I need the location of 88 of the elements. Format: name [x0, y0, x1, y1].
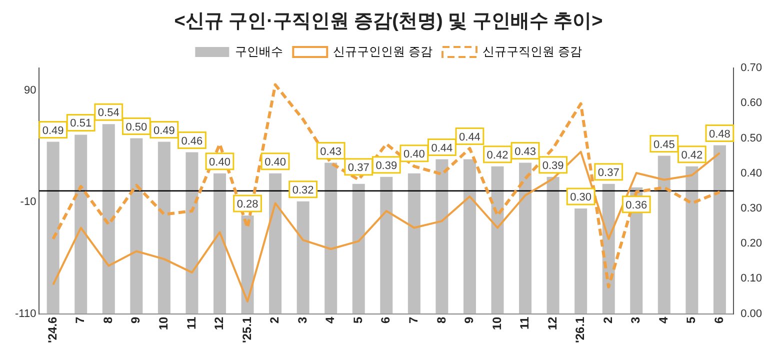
bar: [574, 208, 588, 314]
y2-tick-label: 0.50: [740, 132, 762, 144]
data-label: 0.51: [70, 118, 92, 130]
data-label: 0.42: [486, 149, 508, 162]
x-tick-label: 3: [628, 316, 643, 324]
x-tick-label: 12: [545, 316, 560, 330]
x-tick-label: 4: [656, 316, 670, 324]
x-tick-label: 10: [490, 316, 504, 330]
bar: [269, 173, 282, 314]
data-label: 0.39: [542, 160, 564, 172]
data-label: 0.48: [708, 128, 730, 140]
bar: [686, 166, 698, 314]
bar: [713, 145, 726, 314]
x-tick-label: 9: [128, 316, 143, 324]
x-tick-label: 4: [323, 316, 338, 324]
y-tick-label: -10: [20, 196, 36, 208]
data-label: 0.32: [292, 184, 314, 196]
bar: [352, 184, 365, 314]
bar: [408, 173, 420, 314]
x-tick-label: 7: [73, 316, 88, 324]
bar: [213, 173, 226, 314]
data-label: 0.28: [236, 198, 258, 211]
x-tick-label: '24.6: [45, 316, 60, 344]
y-tick-label: -110: [14, 308, 36, 320]
bar: [380, 176, 393, 314]
y-tick-label: 90: [24, 84, 36, 96]
y2-tick-label: 0.10: [740, 272, 762, 285]
x-tick-label: 8: [434, 316, 448, 324]
data-label: 0.49: [42, 124, 64, 137]
data-label: 0.44: [431, 142, 453, 154]
x-tick-label: 12: [212, 316, 226, 330]
y2-tick-label: 0.20: [740, 238, 762, 250]
bar: [46, 142, 60, 314]
x-tick-label: 11: [184, 316, 198, 330]
data-label: 0.36: [626, 199, 648, 212]
bar: [491, 166, 504, 314]
bar: [241, 215, 254, 314]
x-tick-label: 6: [712, 316, 726, 324]
data-label: 0.50: [126, 121, 148, 134]
y2-tick-label: 0.70: [740, 62, 762, 74]
data-label: 0.44: [459, 131, 480, 144]
x-tick-label: 8: [100, 316, 115, 324]
bar: [102, 124, 115, 314]
data-label: 0.30: [570, 191, 592, 204]
data-label: 0.43: [514, 146, 536, 158]
x-tick-label: 2: [600, 316, 615, 324]
bar: [546, 176, 560, 314]
legend-label: 구인배수: [235, 44, 284, 58]
bar: [74, 134, 88, 314]
x-tick-label: 11: [518, 316, 532, 330]
data-label: 0.43: [320, 146, 342, 158]
chart-title: <신규 구인·구직인원 증감(천명) 및 구인배수 추이>: [173, 10, 604, 34]
data-label: 0.45: [653, 138, 675, 151]
data-label: 0.49: [153, 124, 175, 137]
bar: [463, 159, 476, 314]
x-tick-label: '25.1: [240, 316, 254, 344]
bar: [436, 159, 448, 314]
data-label: 0.40: [403, 148, 425, 160]
legend-label: 신규구인인원 증감: [333, 44, 433, 58]
y2-tick-label: 0.00: [740, 308, 762, 320]
data-label: 0.39: [376, 160, 398, 172]
bar: [519, 162, 532, 314]
x-tick-label: 2: [268, 316, 282, 324]
data-label: 0.54: [98, 107, 120, 120]
x-tick-label: 5: [684, 316, 698, 324]
data-label: 0.37: [348, 162, 370, 174]
bar: [186, 152, 198, 314]
bar: [324, 162, 338, 314]
data-label: 0.40: [209, 156, 230, 168]
x-tick-label: '26.1: [573, 316, 588, 344]
data-label: 0.46: [181, 135, 203, 148]
bar: [658, 156, 670, 314]
x-tick-label: 10: [156, 316, 171, 330]
legend-label: 신규구직인원 증감: [482, 44, 582, 58]
x-tick-label: 5: [350, 316, 365, 324]
x-tick-label: 7: [406, 316, 420, 324]
data-label: 0.37: [598, 166, 620, 179]
data-label: 0.42: [681, 149, 703, 162]
bar: [296, 201, 310, 314]
data-label: 0.40: [264, 156, 286, 168]
y2-tick-label: 0.60: [740, 97, 762, 110]
x-tick-label: 3: [295, 316, 310, 324]
x-tick-label: 6: [378, 316, 393, 324]
y2-tick-label: 0.30: [740, 202, 762, 214]
bar: [158, 142, 170, 314]
bar: [130, 138, 143, 314]
y2-tick-label: 0.40: [740, 167, 762, 180]
x-tick-label: 9: [462, 316, 476, 324]
